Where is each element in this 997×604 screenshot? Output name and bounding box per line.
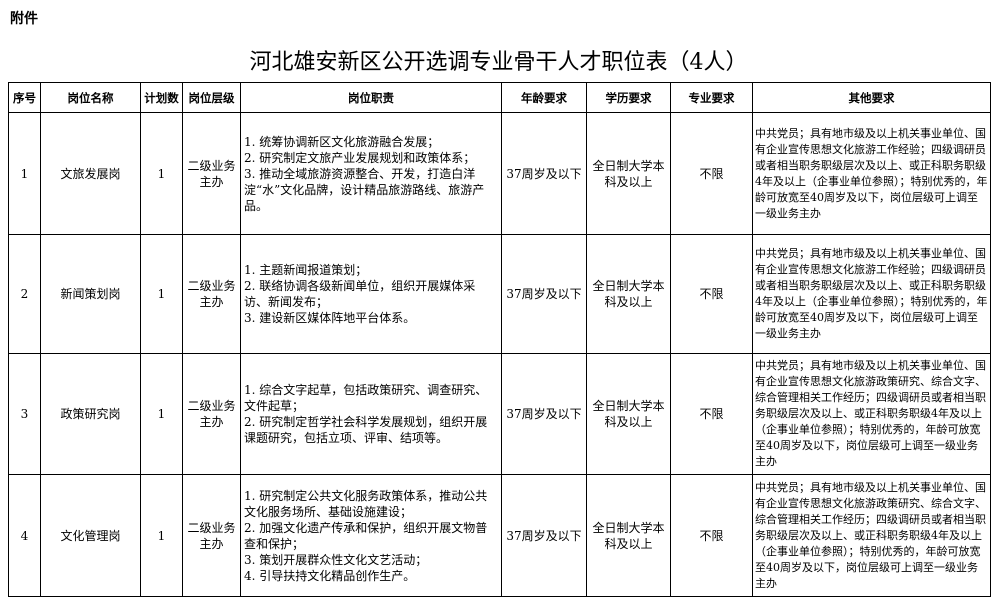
duty-line: 2. 研究制定文旅产业发展规划和政策体系；: [244, 150, 476, 165]
duty-line: 2. 联络协调各级新闻单位，组织开展媒体采访、新闻发布；: [244, 279, 476, 309]
major-requirement: 不限: [670, 112, 753, 235]
duties: 1. 综合文字起草，包括政策研究、调查研究、文件起草； 2. 研究制定哲学社会科学…: [240, 353, 502, 475]
duties: 1. 主题新闻报道策划； 2. 联络协调各级新闻单位，组织开展媒体采访、新闻发布；…: [240, 234, 502, 354]
serial-number: 2: [8, 234, 41, 354]
column-header: 其他要求: [752, 82, 991, 113]
age-requirement: 37周岁及以下: [501, 353, 587, 475]
duty-line: 2. 加强文化遗产传承和保护，组织开展文物普查和保护；: [244, 520, 488, 551]
position-name: 文化管理岗: [40, 474, 141, 597]
position-level: 二级业务主办: [182, 353, 241, 475]
major-requirement: 不限: [670, 353, 753, 475]
education-requirement: 全日制大学本科及以上: [586, 112, 671, 235]
age-requirement: 37周岁及以下: [501, 474, 587, 597]
duties: 1. 研究制定公共文化服务政策体系，推动公共文化服务场所、基础设施建设； 2. 加…: [240, 474, 502, 597]
serial-number: 4: [8, 474, 41, 597]
major-requirement: 不限: [670, 474, 753, 597]
major-requirement: 不限: [670, 234, 753, 354]
position-name: 政策研究岗: [40, 353, 141, 475]
column-header: 计划数: [140, 82, 183, 113]
serial-number: 3: [8, 353, 41, 475]
column-header: 序号: [8, 82, 41, 113]
column-header: 岗位名称: [40, 82, 141, 113]
position-name: 文旅发展岗: [40, 112, 141, 235]
column-header: 学历要求: [586, 82, 671, 113]
position-level: 二级业务主办: [182, 112, 241, 235]
plan-count: 1: [140, 353, 183, 475]
position-level: 二级业务主办: [182, 474, 241, 597]
position-name: 新闻策划岗: [40, 234, 141, 354]
document-title: 河北雄安新区公开选调专业骨干人才职位表（4人）: [249, 50, 748, 75]
other-requirements: 中共党员；具有地市级及以上机关事业单位、国有企业宣传思想文化旅游工作经验；四级调…: [752, 234, 991, 354]
position-level: 二级业务主办: [182, 234, 241, 354]
table-row: 1 文旅发展岗 1 二级业务主办 1. 统筹协调新区文化旅游融合发展； 2. 研究制定文旅…: [8, 112, 991, 235]
column-header: 岗位层级: [182, 82, 241, 113]
duty-line: 3. 推动全域旅游资源整合、开发，打造白洋淀“水”文化品牌，设计精品旅游路线、旅…: [244, 166, 485, 213]
duty-line: 3. 策划开展群众性文化文艺活动；: [244, 552, 428, 567]
header-row: 序号 岗位名称 计划数 岗位层级 岗位职责 年龄要求 学历要求 专业要求 其他要求: [8, 82, 991, 113]
duty-line: 1. 主题新闻报道策划；: [244, 263, 368, 277]
education-requirement: 全日制大学本科及以上: [586, 234, 671, 354]
education-requirement: 全日制大学本科及以上: [586, 474, 671, 597]
column-header: 岗位职责: [240, 82, 502, 113]
column-header: 专业要求: [670, 82, 753, 113]
table-row: 3 政策研究岗 1 二级业务主办 1. 综合文字起草，包括政策研究、调查研究、文件起草；…: [8, 353, 991, 475]
duty-line: 1. 统筹协调新区文化旅游融合发展；: [244, 134, 440, 149]
duties: 1. 统筹协调新区文化旅游融合发展； 2. 研究制定文旅产业发展规划和政策体系； 3…: [240, 112, 502, 235]
duty-line: 2. 研究制定哲学社会科学发展规划，组织开展课题研究，包括立项、评审、结项等。: [244, 415, 488, 445]
duty-line: 4. 引导扶持文化精品创作生产。: [244, 568, 416, 583]
other-requirements: 中共党员；具有地市级及以上机关事业单位、国有企业宣传思想文化旅游工作经验；四级调…: [752, 112, 991, 235]
plan-count: 1: [140, 234, 183, 354]
table-row: 2 新闻策划岗 1 二级业务主办 1. 主题新闻报道策划； 2. 联络协调各级新闻单位，组…: [8, 234, 991, 354]
other-requirements: 中共党员；具有地市级及以上机关事业单位、国有企业宣传思想文化旅游政策研究、综合文…: [752, 474, 991, 597]
position-table: 序号 岗位名称 计划数 岗位层级 岗位职责 年龄要求 学历要求 专业要求 其他要求 1 文旅发展岗…: [8, 82, 991, 597]
other-requirements: 中共党员；具有地市级及以上机关事业单位、国有企业宣传思想文化旅游政策研究、综合文…: [752, 353, 991, 475]
column-header: 年龄要求: [501, 82, 587, 113]
serial-number: 1: [8, 112, 41, 235]
age-requirement: 37周岁及以下: [501, 234, 587, 354]
attachment-label: 附件: [10, 11, 38, 27]
duty-line: 1. 综合文字起草，包括政策研究、调查研究、文件起草；: [244, 383, 488, 413]
duty-line: 3. 建设新区媒体阵地平台体系。: [244, 311, 416, 325]
age-requirement: 37周岁及以下: [501, 112, 587, 235]
duty-line: 1. 研究制定公共文化服务政策体系，推动公共文化服务场所、基础设施建设；: [244, 488, 488, 519]
table-row: 4 文化管理岗 1 二级业务主办 1. 研究制定公共文化服务政策体系，推动公共文化服务场…: [8, 474, 991, 597]
education-requirement: 全日制大学本科及以上: [586, 353, 671, 475]
plan-count: 1: [140, 112, 183, 235]
plan-count: 1: [140, 474, 183, 597]
